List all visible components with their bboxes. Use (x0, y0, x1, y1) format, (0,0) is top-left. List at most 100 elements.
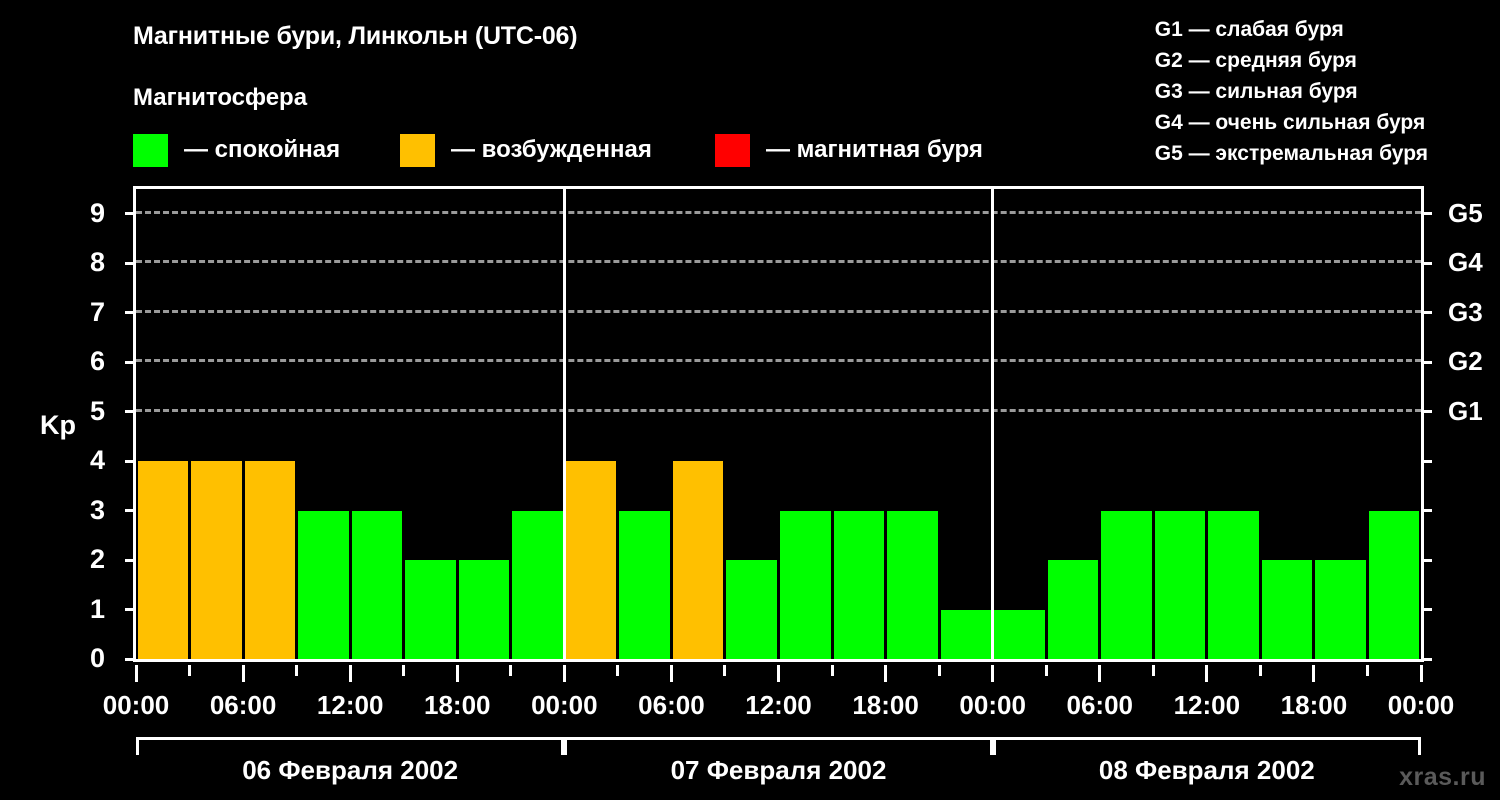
x-tick-label-9: 06:00 (1066, 690, 1134, 720)
y-tick-9 (125, 212, 136, 216)
x-tick-label-6: 12:00 (745, 690, 812, 720)
gscale-row-g4: G4 — очень сильная буря (1154, 111, 1426, 134)
date-caption: 06 Февраля 2002 (242, 755, 459, 785)
day-divider (562, 189, 566, 659)
x-tick-12 (1419, 665, 1423, 682)
y-tick-right-1 (1421, 608, 1432, 612)
y-tick-right-3 (1421, 509, 1432, 513)
legend-entry-quiet: — спокойная (133, 131, 340, 169)
y-tick-4 (125, 459, 136, 463)
y-tick-label-8: 8 (89, 247, 105, 278)
x-tick-label-12: 00:00 (1387, 690, 1455, 720)
y-tick-5 (125, 410, 136, 414)
x-tick-label-2: 12:00 (316, 690, 384, 720)
y-tick-3 (125, 509, 136, 513)
bar (619, 510, 670, 659)
bar (940, 609, 992, 659)
x-tick-minor-9 (616, 665, 620, 676)
watermark: xras.ru (1399, 763, 1486, 791)
g-axis-label-g4: G4 (1448, 247, 1483, 278)
date-bracket (564, 737, 993, 755)
x-tick-minor-7 (509, 665, 513, 676)
x-tick-7 (884, 665, 888, 682)
y-tick-label-1: 1 (89, 593, 105, 624)
legend-entry-storm: — магнитная буря (715, 131, 983, 169)
y-tick-label-3: 3 (89, 494, 105, 525)
y-tick-label-4: 4 (89, 445, 105, 476)
bar (405, 560, 456, 659)
y-tick-right-8 (1421, 261, 1432, 265)
y-tick-right-9 (1421, 212, 1432, 216)
x-tick-label-5: 06:00 (638, 690, 705, 720)
gscale-row-g3: G3 — сильная буря (1154, 80, 1358, 103)
gridline-kp-9 (136, 210, 1421, 214)
date-bracket (136, 737, 565, 755)
bar (244, 461, 296, 659)
x-tick-5 (669, 665, 673, 682)
x-tick-minor-15 (937, 665, 941, 676)
y-tick-right-6 (1421, 360, 1432, 364)
gscale-row-g5: G5 — экстремальная буря (1154, 142, 1428, 165)
bar (672, 461, 724, 659)
x-tick-6 (777, 665, 780, 682)
x-tick-4 (562, 665, 566, 682)
legend-swatch-unsettled (400, 133, 435, 167)
y-tick-right-5 (1421, 410, 1432, 414)
date-caption: 07 Февраля 2002 (670, 755, 887, 785)
x-tick-label-7: 18:00 (852, 690, 919, 720)
y-tick-label-5: 5 (89, 395, 105, 426)
bar (298, 510, 349, 659)
y-tick-label-6: 6 (89, 346, 105, 377)
x-tick-label-11: 18:00 (1280, 690, 1348, 720)
bar (137, 461, 189, 659)
chart-subtitle: Магнитосфера (133, 84, 308, 111)
y-tick-7 (125, 311, 136, 315)
gscale-row-g1: G1 — слабая буря (1154, 18, 1344, 41)
y-tick-label-2: 2 (89, 544, 105, 575)
bar (780, 510, 831, 659)
legend-swatch-storm (715, 133, 750, 167)
g-axis-label-g1: G1 (1448, 395, 1483, 426)
bar (1047, 560, 1099, 659)
bar (887, 510, 938, 659)
y-tick-2 (125, 558, 136, 562)
y-tick-1 (125, 608, 136, 612)
bar (1261, 560, 1313, 659)
plot-inner (125, 189, 1432, 661)
x-tick-minor-13 (830, 665, 834, 676)
x-tick-label-0: 00:00 (102, 690, 170, 720)
y-tick-right-7 (1421, 311, 1432, 315)
y-tick-label-9: 9 (89, 197, 105, 228)
legend-entry-unsettled: — возбужденная (400, 131, 652, 169)
gridline-kp-6 (136, 359, 1421, 363)
y-tick-right-0 (1421, 657, 1432, 661)
bar (726, 560, 777, 659)
x-tick-minor-19 (1151, 665, 1155, 676)
x-tick-9 (1098, 665, 1102, 682)
bar (512, 510, 563, 659)
bar (833, 510, 885, 659)
x-tick-10 (1205, 665, 1209, 682)
page-title: Магнитные бури, Линкольн (UTC-06) (133, 22, 578, 50)
bar (351, 510, 403, 659)
bar (1368, 510, 1420, 659)
x-tick-0 (134, 665, 138, 682)
legend-label-storm: — магнитная буря (766, 136, 983, 163)
x-tick-minor-11 (723, 665, 727, 676)
gscale-legend: G1 — слабая буря G2 — средняя буря G3 — си… (1155, 14, 1428, 169)
day-divider (991, 189, 995, 659)
gscale-row-g2: G2 — средняя буря (1154, 49, 1357, 72)
x-tick-3 (455, 665, 459, 682)
y-axis-title: Kp (40, 410, 76, 440)
bar (191, 461, 242, 659)
y-tick-0 (125, 657, 136, 661)
x-tick-minor-1 (188, 665, 192, 676)
bar (458, 560, 510, 659)
x-tick-minor-17 (1044, 665, 1048, 676)
x-tick-minor-21 (1258, 665, 1262, 676)
legend-label-unsettled: — возбужденная (451, 136, 652, 163)
y-tick-right-2 (1421, 558, 1432, 562)
x-tick-2 (348, 665, 352, 682)
g-axis-label-g2: G2 (1448, 346, 1483, 377)
date-caption: 08 Февраля 2002 (1098, 755, 1315, 785)
